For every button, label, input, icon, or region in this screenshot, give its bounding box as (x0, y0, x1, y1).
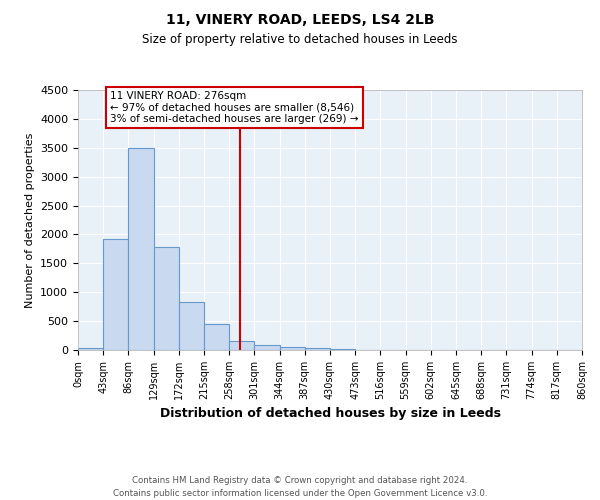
Bar (103, 239, 128, 350)
Bar (330, 348, 355, 350)
Bar (229, 342, 254, 350)
Bar (78, 348, 103, 350)
Text: Size of property relative to detached houses in Leeds: Size of property relative to detached ho… (142, 32, 458, 46)
Bar (305, 348, 330, 350)
Text: Contains public sector information licensed under the Open Government Licence v3: Contains public sector information licen… (113, 489, 487, 498)
Text: 11, VINERY ROAD, LEEDS, LS4 2LB: 11, VINERY ROAD, LEEDS, LS4 2LB (166, 12, 434, 26)
Bar (154, 247, 179, 350)
Bar (204, 324, 229, 350)
Y-axis label: Number of detached properties: Number of detached properties (25, 132, 35, 308)
Text: 11 VINERY ROAD: 276sqm
← 97% of detached houses are smaller (8,546)
3% of semi-d: 11 VINERY ROAD: 276sqm ← 97% of detached… (110, 90, 359, 124)
Bar (128, 148, 154, 350)
X-axis label: Distribution of detached houses by size in Leeds: Distribution of detached houses by size … (160, 408, 500, 420)
Bar (254, 345, 280, 350)
Text: Contains HM Land Registry data © Crown copyright and database right 2024.: Contains HM Land Registry data © Crown c… (132, 476, 468, 485)
Bar (280, 347, 305, 350)
Bar (179, 302, 204, 350)
